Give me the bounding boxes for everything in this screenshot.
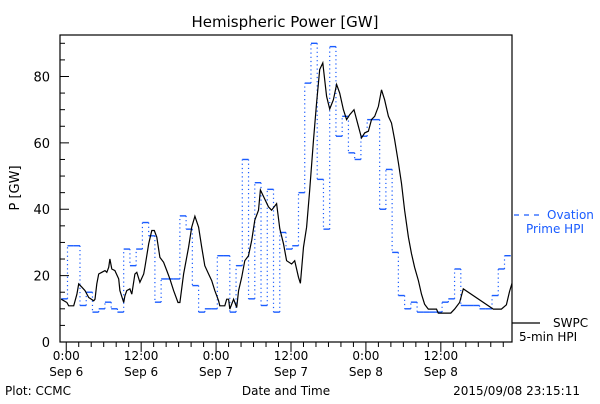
legend-swpc-label-1: SWPC	[553, 316, 588, 330]
x-axis-label: Date and Time	[242, 384, 330, 398]
legend-ovation-label-1: Ovation	[547, 208, 594, 222]
footer-source: Plot: CCMC	[5, 384, 71, 398]
y-tick-label: 0	[42, 336, 50, 351]
legend: Ovation Prime HPI SWPC 5-min HPI	[512, 208, 594, 344]
y-tick-label: 40	[33, 203, 50, 218]
x-tick-label-time: 12:00	[124, 349, 159, 363]
legend-ovation-label-2: Prime HPI	[526, 222, 584, 236]
axes: 0 20 40 60 80 0:00 Sep 6 12:00 Sep 6 0:00 Sep 7 12:…	[33, 42, 504, 379]
y-tick-label: 80	[33, 70, 50, 85]
x-tick-label-time: 0:00	[352, 349, 379, 363]
x-tick-label-time: 12:00	[274, 349, 309, 363]
plot-frame	[59, 34, 513, 343]
series-layer	[60, 42, 512, 314]
footer-timestamp: 2015/09/08 23:15:11	[453, 384, 580, 398]
chart-title: Hemispheric Power [GW]	[192, 13, 379, 31]
x-tick-label-date: Sep 8	[349, 365, 383, 379]
x-tick-label-date: Sep 7	[199, 365, 233, 379]
y-tick-label: 20	[33, 270, 50, 285]
x-tick-label-date: Sep 6	[49, 365, 83, 379]
y-tick-label: 60	[33, 137, 50, 152]
x-tick-label-date: Sep 6	[124, 365, 158, 379]
legend-swpc-label-2: 5-min HPI	[519, 330, 577, 344]
x-tick-label-time: 12:00	[424, 349, 459, 363]
x-tick-label-date: Sep 7	[274, 365, 308, 379]
y-axis-label: P [GW]	[8, 165, 23, 210]
x-tick-label-time: 0:00	[53, 349, 80, 363]
x-tick-label-time: 0:00	[203, 349, 230, 363]
x-tick-label-date: Sep 8	[424, 365, 458, 379]
swpc-line	[60, 60, 512, 314]
